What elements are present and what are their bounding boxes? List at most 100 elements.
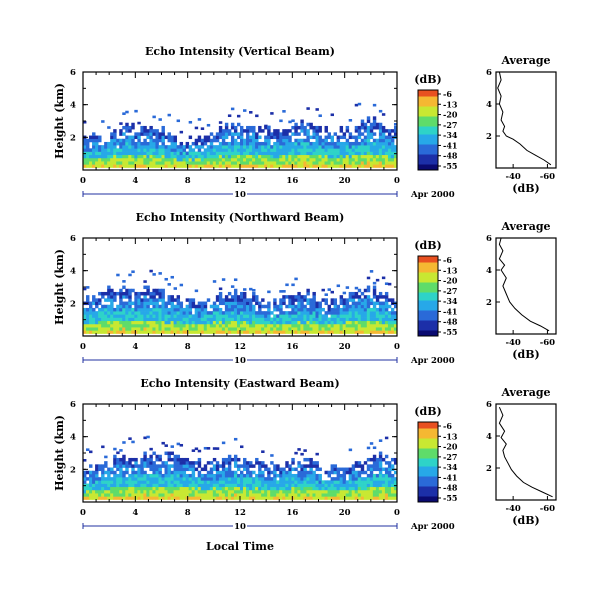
echo-cell [258,464,262,468]
echo-cell [378,122,383,127]
echo-cell [155,330,159,334]
echo-cell [297,301,301,306]
y-tick-label: 6 [70,400,76,410]
echo-cell [128,477,132,481]
echo-cell [291,307,295,312]
echo-cell [273,480,277,484]
colorbar-swatch [418,304,438,307]
echo-cell [348,154,353,159]
echo-cell [309,151,313,156]
echo-cell [366,129,371,133]
echo-cell [215,464,220,468]
echo-cell [227,496,232,500]
echo-cell [342,298,347,302]
echo-cell [282,154,286,159]
echo-cell [98,323,102,328]
echo-cell [267,148,271,152]
echo-cell [101,493,105,497]
echo-cell [318,301,322,306]
echo-cell [176,119,181,123]
echo-cell [372,281,377,285]
echo-cell [318,148,322,152]
echo-cell [369,145,374,149]
echo-cell [137,473,141,478]
echo-cell [384,154,389,159]
echo-cell [131,311,135,315]
colorbar-swatch [418,280,438,283]
y-tick-label: 2 [70,465,76,475]
echo-cell [300,125,304,130]
echo-cell [236,151,241,156]
echo-cell [107,126,111,129]
echo-cell [233,291,238,296]
echo-cell [366,164,371,168]
colorbar-swatch [418,500,438,503]
echo-cell [315,157,319,162]
echo-cell [255,457,259,462]
echo-cell [131,301,135,306]
echo-cell [360,132,365,136]
echo-cell [261,161,265,165]
echo-cell [182,464,187,468]
echo-cell [134,141,138,146]
echo-cell [122,317,126,322]
echo-cell [212,330,217,334]
echo-cell [164,477,168,481]
echo-cell [327,157,331,162]
echo-cell [261,477,265,481]
echo-cell [240,493,244,497]
echo-cell [188,145,193,149]
echo-cell [258,320,262,325]
echo-cell [285,473,289,478]
echo-cell [221,145,226,149]
echo-cell [128,148,132,152]
echo-cell [294,317,298,322]
echo-cell [342,314,347,318]
echo-cell [224,151,229,156]
panel-title: Echo Intensity (Northward Beam) [136,211,345,224]
echo-cell [143,317,147,322]
echo-cell [282,330,286,334]
echo-cell [98,464,102,468]
echo-cell [312,330,316,334]
echo-cell [98,483,102,488]
echo-cell [158,295,162,299]
echo-cell [200,161,205,165]
echo-cell [113,317,117,322]
echo-cell [188,304,193,309]
echo-cell [249,145,253,149]
echo-cell [110,307,114,312]
echo-cell [161,317,165,322]
echo-cell [152,157,156,162]
echo-cell [300,483,304,488]
colorbar-unit: (dB) [414,405,441,418]
echo-cell [300,122,304,127]
echo-cell [170,314,174,318]
echo-cell [122,145,126,149]
echo-cell [369,486,374,491]
echo-cell [233,489,238,494]
echo-cell [101,489,105,494]
echo-cell [101,330,105,334]
echo-cell [339,145,344,149]
echo-cell [86,148,90,152]
echo-cell [294,304,298,309]
echo-cell [206,145,211,149]
echo-cell [240,311,244,315]
echo-cell [360,483,365,488]
echo-cell [176,301,181,306]
echo-cell [258,311,262,315]
echo-cell [161,330,165,334]
echo-cell [131,164,135,168]
echo-cell [261,141,265,146]
echo-cell [113,464,117,468]
echo-cell [179,161,184,165]
echo-cell [92,486,96,491]
x-tick-label: 0 [80,176,86,186]
echo-cell [261,311,265,315]
echo-cell [83,141,87,146]
echo-cell [218,291,223,296]
echo-cell [306,457,310,462]
echo-cell [170,298,174,302]
echo-cell [240,483,244,488]
